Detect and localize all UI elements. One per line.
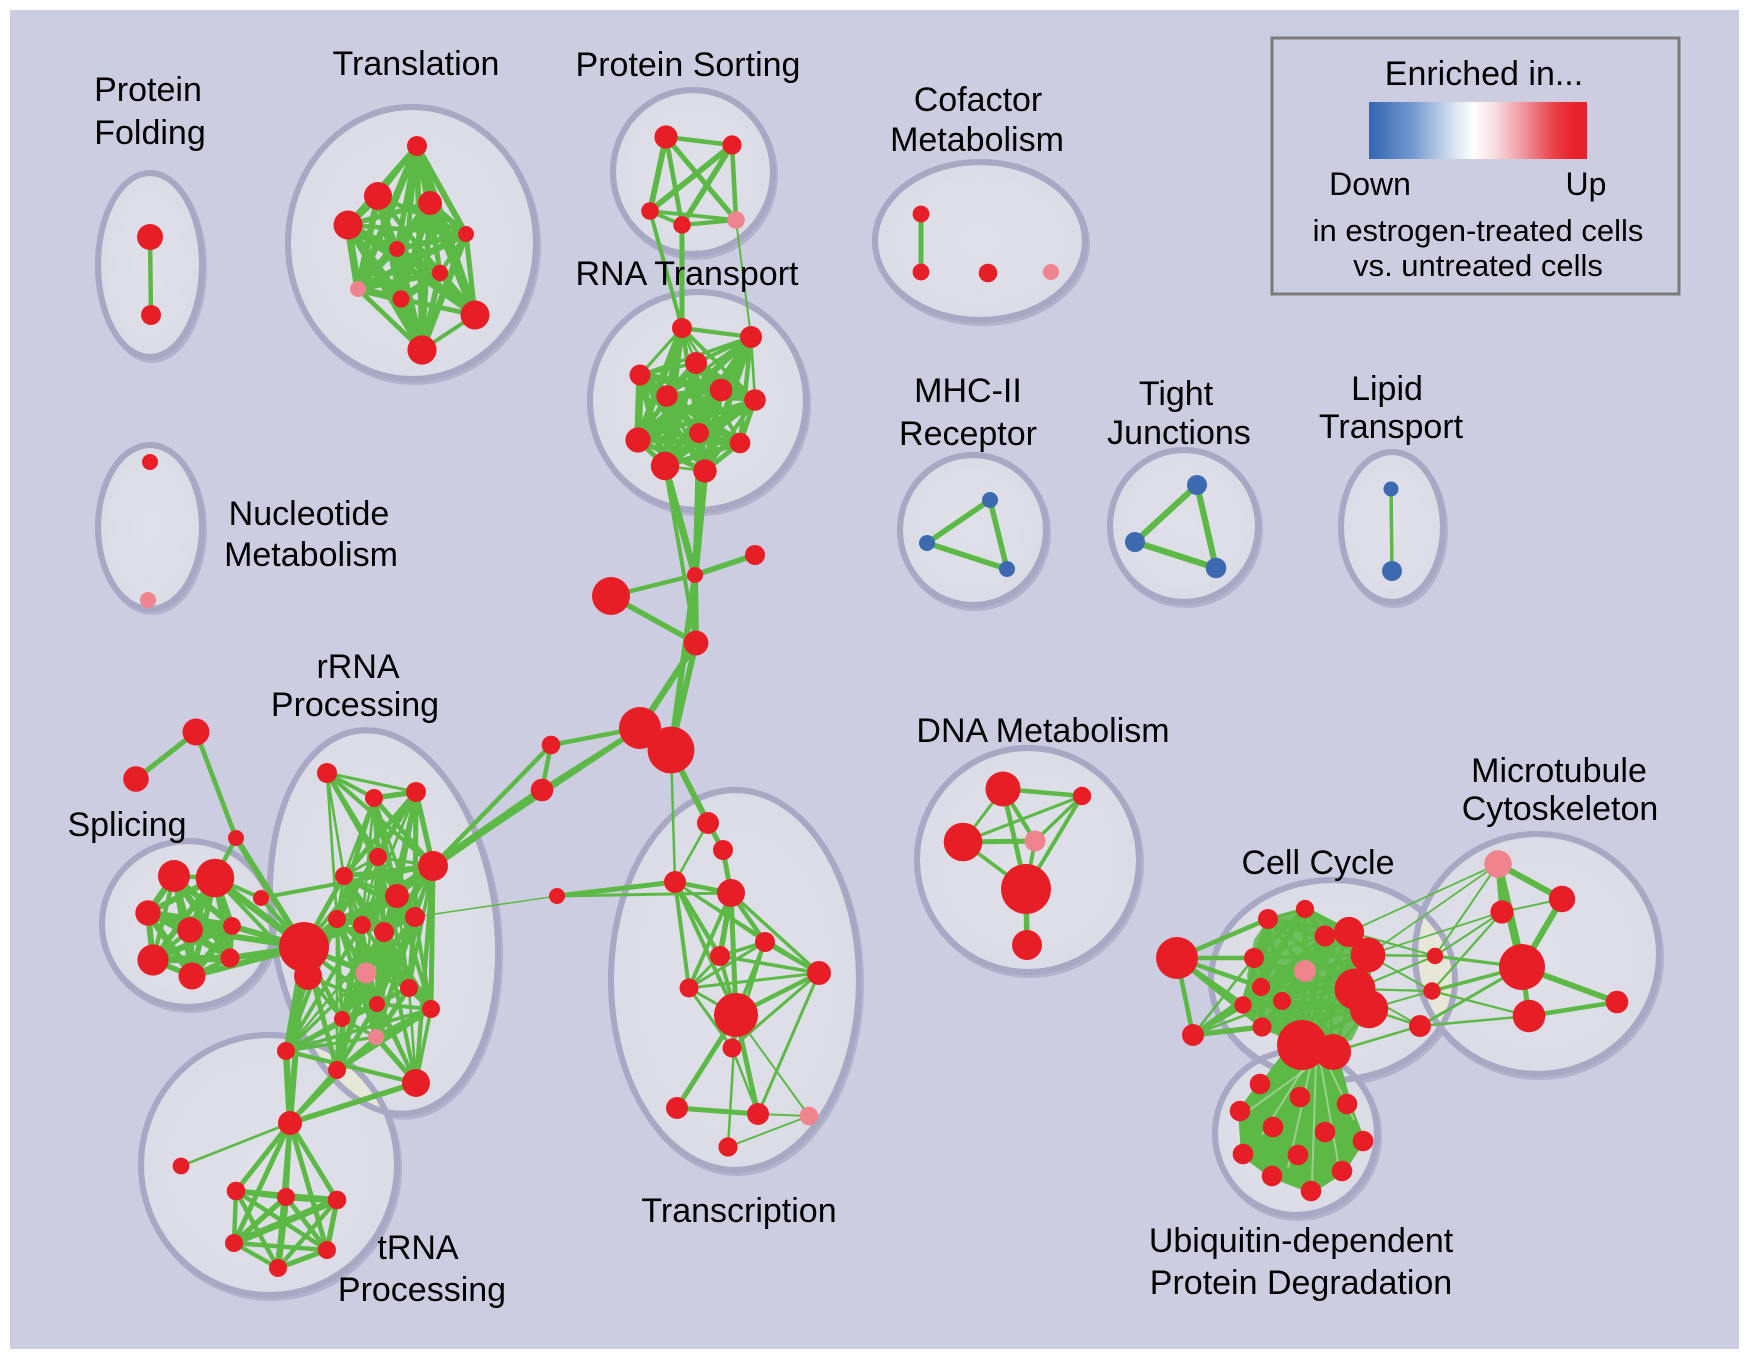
svg-text:Tight: Tight bbox=[1139, 375, 1214, 413]
svg-text:Nucleotide: Nucleotide bbox=[229, 495, 390, 533]
svg-text:Lipid: Lipid bbox=[1351, 370, 1423, 408]
svg-text:Transcription: Transcription bbox=[641, 1192, 836, 1230]
svg-text:Cofactor: Cofactor bbox=[914, 81, 1043, 119]
svg-text:MHC-II: MHC-II bbox=[914, 372, 1022, 410]
svg-text:Protein Sorting: Protein Sorting bbox=[576, 46, 801, 84]
svg-text:in estrogen-treated cells: in estrogen-treated cells bbox=[1313, 213, 1644, 248]
svg-text:Metabolism: Metabolism bbox=[224, 536, 398, 574]
svg-text:Ubiquitin-dependent: Ubiquitin-dependent bbox=[1149, 1222, 1454, 1260]
svg-text:Transport: Transport bbox=[1319, 408, 1464, 446]
svg-text:Junctions: Junctions bbox=[1107, 414, 1251, 452]
svg-text:Down: Down bbox=[1329, 166, 1411, 202]
svg-text:Folding: Folding bbox=[94, 114, 206, 152]
svg-text:DNA Metabolism: DNA Metabolism bbox=[916, 712, 1169, 750]
svg-text:Translation: Translation bbox=[333, 45, 500, 83]
svg-text:Processing: Processing bbox=[338, 1271, 506, 1309]
svg-text:Microtubule: Microtubule bbox=[1471, 752, 1647, 790]
svg-text:Receptor: Receptor bbox=[899, 415, 1037, 453]
svg-text:Protein Degradation: Protein Degradation bbox=[1150, 1264, 1452, 1302]
svg-text:vs. untreated cells: vs. untreated cells bbox=[1353, 248, 1603, 283]
svg-text:Processing: Processing bbox=[271, 686, 439, 724]
svg-text:RNA Transport: RNA Transport bbox=[576, 255, 800, 293]
svg-text:Cytoskeleton: Cytoskeleton bbox=[1462, 790, 1659, 828]
svg-text:Cell Cycle: Cell Cycle bbox=[1241, 844, 1394, 882]
svg-text:Enriched in...: Enriched in... bbox=[1385, 55, 1583, 93]
svg-text:Splicing: Splicing bbox=[67, 806, 186, 844]
svg-text:tRNA: tRNA bbox=[377, 1229, 459, 1267]
svg-text:Metabolism: Metabolism bbox=[890, 121, 1064, 159]
svg-text:Protein: Protein bbox=[94, 71, 202, 109]
svg-text:Up: Up bbox=[1566, 166, 1607, 202]
svg-text:rRNA: rRNA bbox=[316, 648, 399, 686]
